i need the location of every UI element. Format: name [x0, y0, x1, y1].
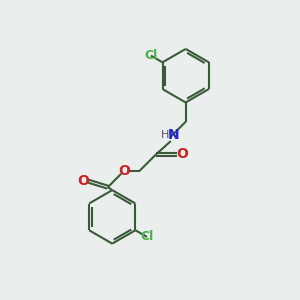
Text: Cl: Cl	[140, 230, 154, 243]
Text: H: H	[161, 130, 169, 140]
Text: N: N	[167, 128, 179, 142]
Text: Cl: Cl	[144, 49, 158, 62]
Text: O: O	[176, 148, 188, 161]
Text: O: O	[118, 164, 130, 178]
Text: O: O	[77, 174, 89, 188]
